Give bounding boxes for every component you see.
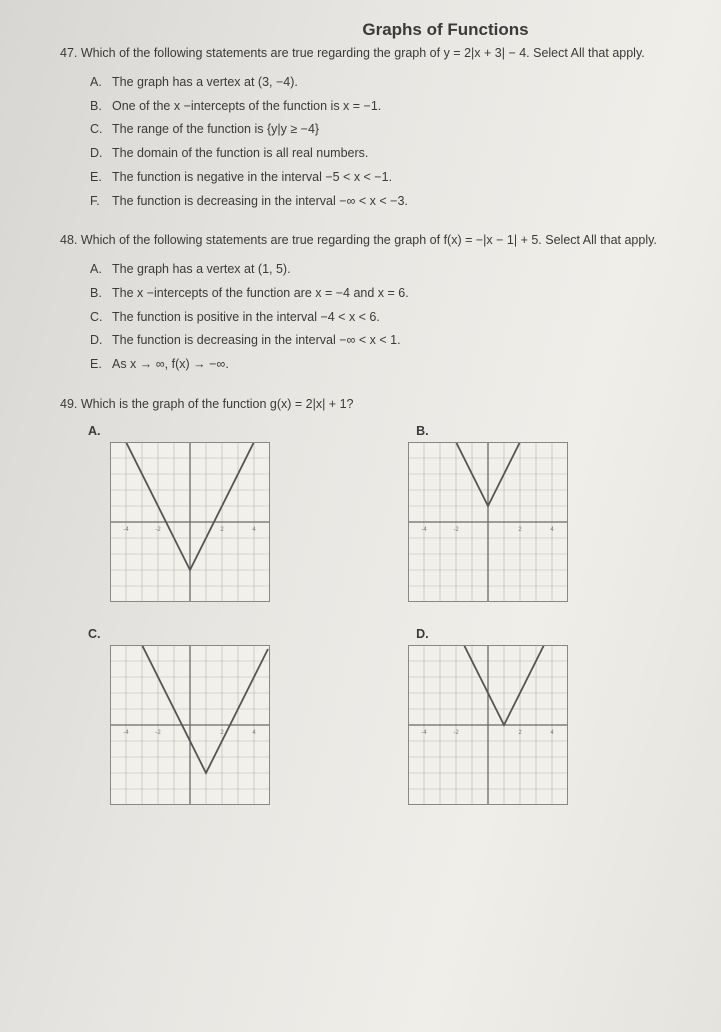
q49-text: Which is the graph of the function g(x) … <box>81 397 354 411</box>
choice-letter: E. <box>90 166 112 190</box>
q47-choice-c: C.The range of the function is {y|y ≥ −4… <box>90 118 691 142</box>
graph-d: D. -4-224 <box>388 627 691 805</box>
choice-text: The graph has a vertex at (3, −4). <box>112 71 298 95</box>
choice-letter: C. <box>90 118 112 142</box>
choice-letter: A. <box>90 71 112 95</box>
q49-stem: 49. Which is the graph of the function g… <box>60 395 691 414</box>
graph-c-label: C. <box>60 627 363 641</box>
question-47: 47. Which of the following statements ar… <box>60 44 691 213</box>
q47-choice-e: E.The function is negative in the interv… <box>90 166 691 190</box>
choice-letter: F. <box>90 190 112 214</box>
q48-choices: A.The graph has a vertex at (1, 5). B.Th… <box>60 258 691 377</box>
q48-choice-c: C.The function is positive in the interv… <box>90 306 691 330</box>
q49-number: 49. <box>60 397 77 411</box>
svg-text:-4: -4 <box>123 730 129 736</box>
q47-choice-d: D.The domain of the function is all real… <box>90 142 691 166</box>
graph-b: B. -4-224 <box>388 424 691 602</box>
choice-text: The domain of the function is all real n… <box>112 142 368 166</box>
q47-stem: 47. Which of the following statements ar… <box>60 44 691 63</box>
choice-letter: D. <box>90 142 112 166</box>
q48-text: Which of the following statements are tr… <box>81 233 657 247</box>
q48-stem: 48. Which of the following statements ar… <box>60 231 691 250</box>
question-49: 49. Which is the graph of the function g… <box>60 395 691 830</box>
page-title: Graphs of Functions <box>200 20 691 40</box>
choice-text: The function is decreasing in the interv… <box>112 329 401 353</box>
choice-text: The function is decreasing in the interv… <box>112 190 408 214</box>
q49-graphs: A. -4-224 C. -4-224 B. -4-224 D. -4-224 <box>60 424 691 830</box>
choice-letter: B. <box>90 282 112 306</box>
q47-choice-a: A.The graph has a vertex at (3, −4). <box>90 71 691 95</box>
svg-text:-2: -2 <box>155 527 161 533</box>
choice-text: One of the x −intercepts of the function… <box>112 95 381 119</box>
graph-a-box: -4-224 <box>110 442 363 602</box>
svg-text:-2: -2 <box>453 730 459 736</box>
graph-b-box: -4-224 <box>408 442 691 602</box>
choice-text: The x −intercepts of the function are x … <box>112 282 409 306</box>
choice-text: The range of the function is {y|y ≥ −4} <box>112 118 319 142</box>
choice-letter: B. <box>90 95 112 119</box>
graph-a: A. -4-224 <box>60 424 363 602</box>
svg-text:-4: -4 <box>123 527 129 533</box>
q48-number: 48. <box>60 233 77 247</box>
choice-letter: C. <box>90 306 112 330</box>
choice-letter: E. <box>90 353 112 377</box>
q48-choice-d: D.The function is decreasing in the inte… <box>90 329 691 353</box>
graph-a-label: A. <box>60 424 363 438</box>
graph-d-label: D. <box>388 627 691 641</box>
graph-col-right: B. -4-224 D. -4-224 <box>388 424 691 830</box>
svg-text:-4: -4 <box>421 730 427 736</box>
choice-text: As x → ∞, f(x) → −∞. <box>112 353 229 377</box>
svg-text:-2: -2 <box>155 730 161 736</box>
question-48: 48. Which of the following statements ar… <box>60 231 691 377</box>
q48-choice-e: E.As x → ∞, f(x) → −∞. <box>90 353 691 377</box>
svg-text:-2: -2 <box>453 527 459 533</box>
graph-b-label: B. <box>388 424 691 438</box>
q47-text: Which of the following statements are tr… <box>81 46 645 60</box>
q48-choice-b: B.The x −intercepts of the function are … <box>90 282 691 306</box>
graph-c-box: -4-224 <box>110 645 363 805</box>
q48-choice-a: A.The graph has a vertex at (1, 5). <box>90 258 691 282</box>
choice-letter: D. <box>90 329 112 353</box>
choice-letter: A. <box>90 258 112 282</box>
graph-d-box: -4-224 <box>408 645 691 805</box>
q47-choice-f: F.The function is decreasing in the inte… <box>90 190 691 214</box>
q47-number: 47. <box>60 46 77 60</box>
svg-text:-4: -4 <box>421 527 427 533</box>
q47-choice-b: B.One of the x −intercepts of the functi… <box>90 95 691 119</box>
q47-choices: A.The graph has a vertex at (3, −4). B.O… <box>60 71 691 214</box>
choice-text: The function is positive in the interval… <box>112 306 380 330</box>
choice-text: The graph has a vertex at (1, 5). <box>112 258 291 282</box>
graph-c: C. -4-224 <box>60 627 363 805</box>
graph-col-left: A. -4-224 C. -4-224 <box>60 424 363 830</box>
choice-text: The function is negative in the interval… <box>112 166 392 190</box>
